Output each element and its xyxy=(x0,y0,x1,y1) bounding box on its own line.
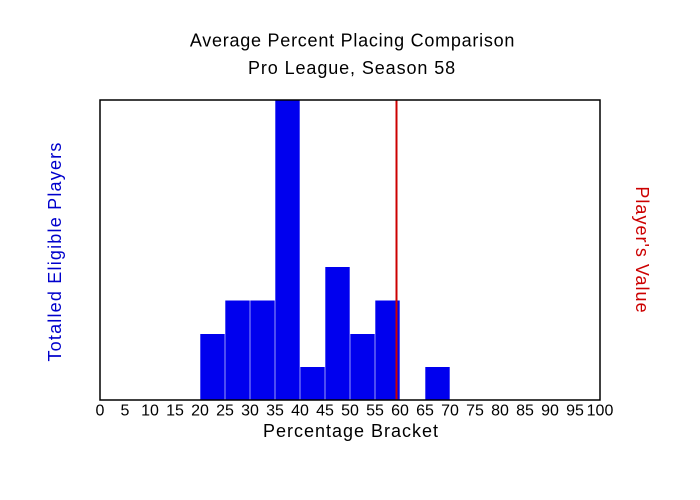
svg-text:70: 70 xyxy=(441,402,459,419)
svg-text:20: 20 xyxy=(191,402,209,419)
svg-text:100: 100 xyxy=(587,402,614,419)
svg-text:60: 60 xyxy=(391,402,409,419)
svg-text:Totalled Eligible Players: Totalled Eligible Players xyxy=(45,141,65,361)
svg-text:40: 40 xyxy=(291,402,309,419)
svg-text:65: 65 xyxy=(416,402,434,419)
svg-text:Average Percent Placing Compar: Average Percent Placing Comparison xyxy=(190,30,515,50)
svg-text:90: 90 xyxy=(541,402,559,419)
svg-text:55: 55 xyxy=(366,402,384,419)
svg-text:30: 30 xyxy=(241,402,259,419)
svg-text:Pro League, Season 58: Pro League, Season 58 xyxy=(248,58,456,78)
svg-text:25: 25 xyxy=(216,402,234,419)
svg-text:0: 0 xyxy=(96,402,105,419)
svg-text:10: 10 xyxy=(141,402,159,419)
svg-text:Percentage Bracket: Percentage Bracket xyxy=(263,421,439,441)
svg-text:35: 35 xyxy=(266,402,284,419)
svg-text:95: 95 xyxy=(566,402,584,419)
svg-text:5: 5 xyxy=(121,402,130,419)
svg-text:50: 50 xyxy=(341,402,359,419)
svg-text:45: 45 xyxy=(316,402,334,419)
svg-text:75: 75 xyxy=(466,402,484,419)
svg-text:Player's Value: Player's Value xyxy=(632,186,652,313)
svg-text:85: 85 xyxy=(516,402,534,419)
svg-text:15: 15 xyxy=(166,402,184,419)
svg-text:80: 80 xyxy=(491,402,509,419)
